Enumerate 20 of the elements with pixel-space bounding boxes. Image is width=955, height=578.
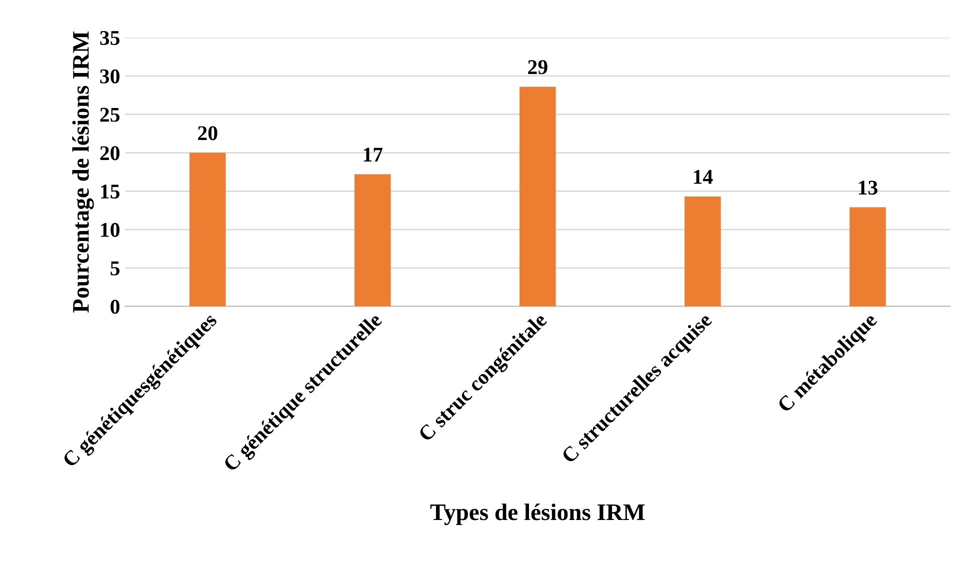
- data-label: 14: [694, 170, 713, 184]
- data-label: 13: [858, 180, 878, 195]
- y-tick-label: 25: [100, 108, 120, 122]
- y-tick-label: 20: [100, 146, 120, 160]
- y-tick-label: 15: [101, 184, 120, 199]
- bar: [850, 207, 886, 306]
- y-tick-label: 35: [100, 31, 120, 46]
- y-tick-label: 0: [110, 300, 120, 314]
- bar: [520, 86, 556, 306]
- y-tick-label: 10: [101, 222, 120, 237]
- y-tick-label: 30: [100, 69, 120, 84]
- x-axis-title: Types de lésions IRM: [430, 504, 645, 526]
- data-label: 20: [198, 126, 218, 140]
- y-axis-title: Pourcentage de lésions IRM: [72, 32, 94, 313]
- y-tick-label: 5: [110, 262, 120, 276]
- bar: [354, 174, 391, 306]
- data-label: 17: [364, 148, 383, 162]
- bar: [189, 152, 226, 306]
- data-label: 29: [528, 60, 548, 74]
- bar: [684, 196, 721, 306]
